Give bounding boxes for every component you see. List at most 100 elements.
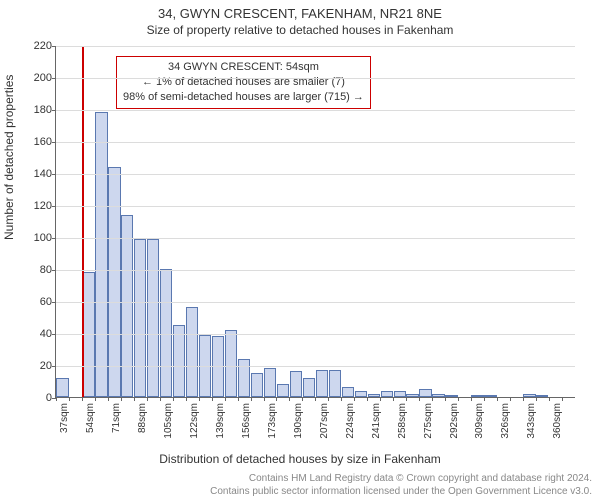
bar-slot: 326sqm <box>497 46 510 397</box>
x-tick-mark <box>354 397 355 401</box>
bar-slot <box>484 46 497 397</box>
bar-slot <box>95 46 108 397</box>
y-tick-mark <box>52 142 56 143</box>
callout-line-3: 98% of semi-detached houses are larger (… <box>123 90 364 105</box>
x-tick-mark <box>225 397 226 401</box>
bar <box>445 395 457 397</box>
y-tick-label: 120 <box>34 200 52 212</box>
bar <box>432 394 444 397</box>
x-tick-label: 105sqm <box>163 403 174 439</box>
x-tick-mark <box>406 397 407 401</box>
x-tick-mark <box>536 397 537 401</box>
x-tick-mark <box>367 397 368 401</box>
x-tick-mark <box>134 397 135 401</box>
x-tick-label: 292sqm <box>449 403 460 439</box>
x-tick-mark <box>251 397 252 401</box>
x-tick-mark <box>419 397 420 401</box>
y-tick-label: 180 <box>34 104 52 116</box>
x-tick-mark <box>549 397 550 401</box>
y-tick-mark <box>52 174 56 175</box>
x-tick-label: 122sqm <box>189 403 200 439</box>
x-tick-mark <box>393 397 394 401</box>
y-tick-mark <box>52 238 56 239</box>
x-tick-mark <box>380 397 381 401</box>
bar-slot: 309sqm <box>471 46 484 397</box>
x-tick-mark <box>289 397 290 401</box>
x-tick-mark <box>523 397 524 401</box>
y-tick-label: 160 <box>34 136 52 148</box>
x-tick-mark <box>173 397 174 401</box>
y-tick-label: 60 <box>40 296 52 308</box>
bar <box>95 112 107 397</box>
bar <box>108 167 120 397</box>
x-tick-mark <box>315 397 316 401</box>
chart-title: 34, GWYN CRESCENT, FAKENHAM, NR21 8NE <box>0 0 600 21</box>
y-tick-mark <box>52 334 56 335</box>
footer-line-1: Contains HM Land Registry data © Crown c… <box>0 473 592 486</box>
x-tick-mark <box>69 397 70 401</box>
x-tick-label: 37sqm <box>59 403 70 433</box>
bar <box>406 394 418 397</box>
bar <box>290 371 302 397</box>
bar-slot <box>458 46 471 397</box>
x-tick-mark <box>108 397 109 401</box>
x-tick-label: 326sqm <box>500 403 511 439</box>
x-tick-label: 258sqm <box>397 403 408 439</box>
y-tick-label: 0 <box>46 392 52 404</box>
y-tick-mark <box>52 302 56 303</box>
x-tick-mark <box>471 397 472 401</box>
bar-slot <box>536 46 549 397</box>
bar <box>147 239 159 397</box>
y-axis-label: Number of detached properties <box>2 75 16 240</box>
bar-slot: 37sqm <box>56 46 69 397</box>
callout-box: 34 GWYN CRESCENT: 54sqm ← 1% of detached… <box>116 56 371 109</box>
x-tick-mark <box>95 397 96 401</box>
bar-slot: 360sqm <box>549 46 562 397</box>
marker-line <box>82 46 84 397</box>
y-tick-mark <box>52 398 56 399</box>
y-gridline <box>56 46 575 47</box>
bar <box>329 370 341 397</box>
y-tick-mark <box>52 110 56 111</box>
bar <box>419 389 431 397</box>
y-gridline <box>56 206 575 207</box>
chart-container: { "title": "34, GWYN CRESCENT, FAKENHAM,… <box>0 0 600 500</box>
x-tick-label: 224sqm <box>345 403 356 439</box>
y-tick-label: 200 <box>34 72 52 84</box>
x-tick-mark <box>302 397 303 401</box>
bar <box>134 239 146 397</box>
attribution-footer: Contains HM Land Registry data © Crown c… <box>0 473 592 498</box>
bar-slot: 258sqm <box>393 46 406 397</box>
y-tick-mark <box>52 78 56 79</box>
x-tick-label: 309sqm <box>474 403 485 439</box>
bar <box>536 395 548 397</box>
bar <box>251 373 263 397</box>
x-tick-label: 190sqm <box>293 403 304 439</box>
bar-slot: 343sqm <box>523 46 536 397</box>
x-tick-label: 156sqm <box>241 403 252 439</box>
y-gridline <box>56 238 575 239</box>
y-tick-label: 140 <box>34 168 52 180</box>
y-tick-mark <box>52 270 56 271</box>
bar-slot <box>380 46 393 397</box>
y-tick-label: 100 <box>34 232 52 244</box>
bar <box>277 384 289 397</box>
x-tick-mark <box>56 397 57 401</box>
bar <box>238 359 250 397</box>
x-tick-mark <box>212 397 213 401</box>
x-tick-mark <box>238 397 239 401</box>
bar <box>394 391 406 397</box>
x-tick-label: 88sqm <box>137 403 148 433</box>
y-tick-mark <box>52 206 56 207</box>
plot-area: 37sqm54sqm71sqm88sqm105sqm122sqm139sqm15… <box>55 46 575 398</box>
y-gridline <box>56 334 575 335</box>
x-tick-mark <box>160 397 161 401</box>
bar-slot <box>406 46 419 397</box>
x-tick-label: 241sqm <box>371 403 382 439</box>
y-gridline <box>56 142 575 143</box>
x-tick-mark <box>484 397 485 401</box>
bar <box>121 215 133 397</box>
y-tick-label: 40 <box>40 328 52 340</box>
y-gridline <box>56 110 575 111</box>
x-tick-mark <box>458 397 459 401</box>
